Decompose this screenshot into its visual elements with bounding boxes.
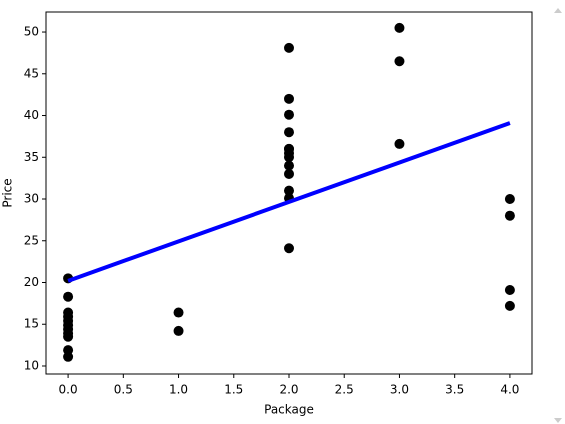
data-point	[504, 210, 515, 221]
x-tick-label: 0.5	[114, 383, 133, 397]
x-tick-label: 3.5	[445, 383, 464, 397]
y-tick-label: 10	[24, 358, 39, 372]
data-point	[504, 194, 515, 205]
data-point	[284, 93, 294, 104]
scroll-down-arrow[interactable]	[554, 418, 562, 423]
data-point	[284, 109, 294, 120]
x-tick-label: 2.0	[279, 383, 298, 397]
data-point	[394, 56, 405, 67]
x-tick-label: 3.0	[390, 383, 409, 397]
y-tick-label: 40	[24, 108, 39, 122]
y-tick-label: 20	[24, 275, 39, 289]
x-tick-label: 4.0	[500, 383, 519, 397]
data-point	[284, 127, 294, 138]
data-point	[284, 160, 294, 171]
data-point	[63, 331, 74, 342]
y-tick-label: 50	[24, 25, 39, 39]
y-tick-label: 25	[24, 233, 39, 247]
scroll-up-arrow[interactable]	[554, 8, 562, 13]
x-tick-label: 1.0	[169, 383, 188, 397]
data-point	[394, 138, 405, 149]
y-tick-label: 15	[24, 317, 39, 331]
x-tick-label: 1.5	[224, 383, 243, 397]
data-point	[63, 291, 74, 302]
fit-line	[67, 121, 511, 283]
data-point	[284, 42, 294, 53]
data-point	[504, 300, 515, 311]
data-point	[394, 22, 405, 33]
x-tick-label: 2.5	[335, 383, 354, 397]
y-tick-label: 30	[24, 192, 39, 206]
data-point	[284, 185, 294, 196]
x-tick-label: 0.0	[59, 383, 78, 397]
data-point	[63, 351, 74, 362]
data-point	[284, 168, 294, 179]
y-tick-label: 45	[24, 66, 39, 80]
x-axis-label: Package	[264, 403, 314, 417]
y-tick-label: 35	[24, 150, 39, 164]
data-point	[173, 325, 184, 336]
data-point	[504, 285, 515, 296]
data-point	[284, 243, 294, 254]
y-axis-label: Price	[1, 178, 15, 207]
data-point	[173, 307, 184, 318]
data-point	[284, 143, 294, 154]
data-point	[284, 152, 294, 163]
